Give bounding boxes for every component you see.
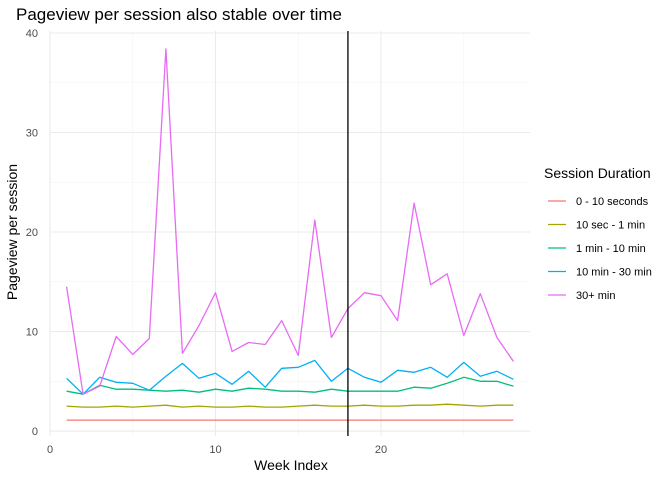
series-layer [65,48,514,421]
legend-label-10-min-30-min: 10 min - 30 min [576,267,652,279]
y-tick-label: 10 [26,327,38,339]
x-tick-labels: 0 10 20 [47,444,387,456]
legend-label-30-min: 30+ min [576,290,615,302]
legend-label-10-sec-1-min: 10 sec - 1 min [576,220,645,232]
legend-label-0-10-seconds: 0 - 10 seconds [576,196,649,208]
y-tick-labels: 0 10 20 30 40 [26,28,38,438]
x-tick-label: 10 [209,444,221,456]
legend-label-1-min-10-min: 1 min - 10 min [576,243,646,255]
y-tick-label: 30 [26,127,38,139]
y-tick-label: 0 [32,426,38,438]
series-line-1-min-10-min [66,376,514,395]
series-line-10-sec-1-min [66,403,514,408]
x-axis-title: Week Index [254,457,328,473]
legend: Session Duration 0 - 10 seconds 10 sec - … [544,165,652,302]
series-line-10-min-30-min [66,359,514,395]
y-tick-label: 20 [26,227,38,239]
chart-title: Pageview per session also stable over ti… [16,5,342,24]
grid [49,31,530,436]
y-tick-label: 40 [26,28,38,40]
x-tick-label: 20 [375,444,387,456]
x-tick-label: 0 [47,444,53,456]
legend-items: 0 - 10 seconds 10 sec - 1 min 1 min - 10 m… [548,196,652,302]
series-line-30-min [65,48,514,395]
legend-title: Session Duration [544,165,651,181]
y-axis-title: Pageview per session [4,164,20,300]
